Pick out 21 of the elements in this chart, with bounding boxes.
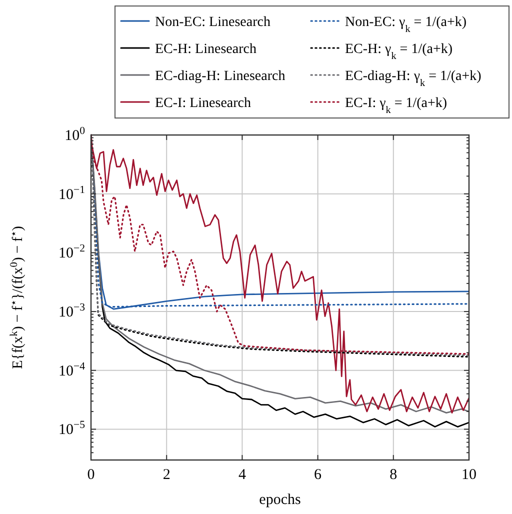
y-tick-label: 10$^{−2}$ <box>58 242 85 262</box>
x-tick-label: 8 <box>390 467 398 483</box>
x-axis-title: epochs <box>259 492 301 508</box>
legend-label: EC-diag-H: γ$_{k}$ = 1/(a+k) <box>345 69 482 88</box>
y-tick-label: 10$^{−4}$ <box>58 360 86 380</box>
x-tick-label: 6 <box>314 467 322 483</box>
y-tick-label: 10$^{−1}$ <box>58 184 85 203</box>
legend-label: EC-diag-H: Linesearch <box>155 69 286 84</box>
y-tick-label: 10$^{−3}$ <box>58 302 85 321</box>
x-tick-label: 10 <box>462 467 476 483</box>
legend-label: Non-EC: γ$_{k}$ = 1/(a+k) <box>345 15 467 34</box>
x-tick-label: 4 <box>238 467 246 483</box>
legend-label: EC-I: γ$_{k}$ = 1/(a+k) <box>345 96 448 116</box>
legend-label: EC-H: Linesearch <box>155 42 256 57</box>
y-tick-label: 10$^{0}$ <box>64 125 85 144</box>
legend-label: EC-H: γ$_{k}$ = 1/(a+k) <box>345 42 453 62</box>
x-tick-label: 0 <box>87 467 95 483</box>
legend-label: EC-I: Linesearch <box>155 96 252 111</box>
legend-label: Non-EC: Linesearch <box>155 15 270 30</box>
x-tick-label: 2 <box>162 467 170 483</box>
y-tick-label: 10$^{−5}$ <box>58 419 85 438</box>
